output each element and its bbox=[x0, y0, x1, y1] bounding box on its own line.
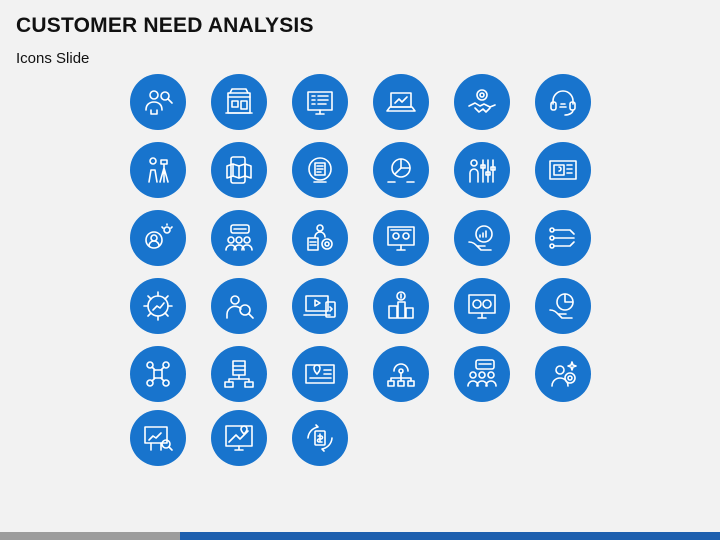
server-network-icon bbox=[211, 346, 267, 402]
pie-chart-report-icon bbox=[373, 142, 429, 198]
location-map-board-icon bbox=[292, 346, 348, 402]
people-network-icon bbox=[130, 346, 186, 402]
media-devices-icon bbox=[292, 278, 348, 334]
surveyor-icon bbox=[130, 142, 186, 198]
gear-network-icon bbox=[373, 346, 429, 402]
gear-growth-icon bbox=[130, 278, 186, 334]
globe-document-icon bbox=[292, 142, 348, 198]
city-dollar-icon bbox=[373, 278, 429, 334]
footer-bar-blue bbox=[180, 532, 720, 540]
customer-search-icon bbox=[130, 74, 186, 130]
group-chat-icon bbox=[454, 346, 510, 402]
presentation-search-icon bbox=[130, 410, 186, 466]
checklist-monitor-icon bbox=[292, 74, 348, 130]
handshake-gear-icon bbox=[454, 74, 510, 130]
monitor-data-icon bbox=[373, 210, 429, 266]
person-search-icon bbox=[211, 278, 267, 334]
footer-bar-grey bbox=[0, 532, 180, 540]
person-target-icon bbox=[535, 346, 591, 402]
hand-pie-chart-icon bbox=[535, 278, 591, 334]
dollar-exchange-icon bbox=[292, 410, 348, 466]
slide-subtitle: Icons Slide bbox=[16, 50, 90, 67]
slide-title: CUSTOMER NEED ANALYSIS bbox=[16, 14, 314, 37]
process-flow-icon bbox=[535, 210, 591, 266]
map-board-icon bbox=[535, 142, 591, 198]
laptop-analytics-icon bbox=[373, 74, 429, 130]
team-chat-icon bbox=[211, 210, 267, 266]
headset-support-icon bbox=[535, 74, 591, 130]
mobile-map-icon bbox=[211, 142, 267, 198]
person-adjust-icon bbox=[454, 142, 510, 198]
hand-growth-chart-icon bbox=[454, 210, 510, 266]
monitor-dashboard-icon bbox=[454, 278, 510, 334]
person-gear-document-icon bbox=[292, 210, 348, 266]
gear-person-idea-icon bbox=[130, 210, 186, 266]
map-screen-icon bbox=[211, 410, 267, 466]
online-store-icon bbox=[211, 74, 267, 130]
